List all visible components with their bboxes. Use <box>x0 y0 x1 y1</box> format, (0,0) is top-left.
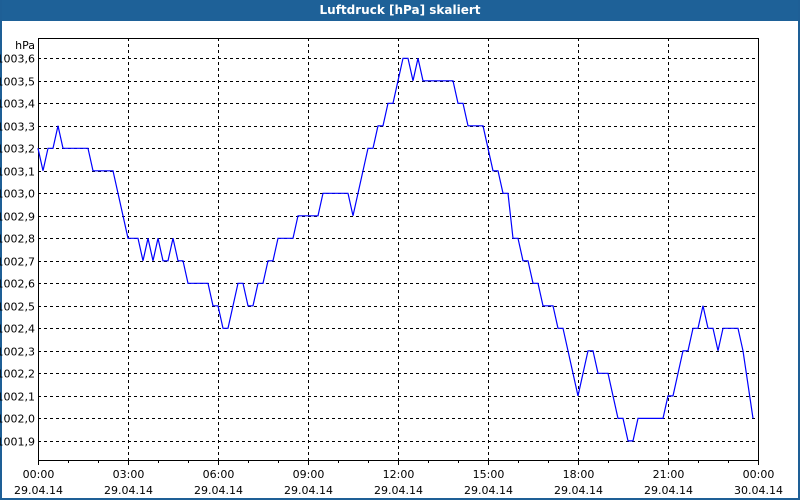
x-tick-time: 18:00 <box>563 468 595 481</box>
y-tick-label: 1003,6 <box>0 53 35 66</box>
x-tick-time: 00:00 <box>23 468 55 481</box>
x-tick-date: 29.04.14 <box>194 484 243 497</box>
x-tick-date: 29.04.14 <box>374 484 423 497</box>
x-tick-date: 29.04.14 <box>104 484 153 497</box>
x-tick-time: 00:00 <box>743 468 775 481</box>
y-tick-label: 1003,4 <box>0 98 35 111</box>
y-tick-label: 1003,0 <box>0 188 35 201</box>
y-tick-label: 1002,9 <box>0 211 35 224</box>
y-tick-label: 1003,3 <box>0 121 35 134</box>
y-tick-label: 1002,8 <box>0 233 35 246</box>
x-tick-time: 03:00 <box>113 468 145 481</box>
y-tick-label: 1002,3 <box>0 346 35 359</box>
x-tick-time: 06:00 <box>203 468 235 481</box>
x-tick-date: 30.04.14 <box>734 484 783 497</box>
plot-frame <box>38 38 759 461</box>
y-tick-label: 1002,4 <box>0 323 35 336</box>
x-tick-time: 12:00 <box>383 468 415 481</box>
x-tick-time: 09:00 <box>293 468 325 481</box>
x-tick-date: 29.04.14 <box>644 484 693 497</box>
y-axis-label: hPa <box>15 39 35 52</box>
x-tick-date: 29.04.14 <box>554 484 603 497</box>
y-tick-label: 1002,7 <box>0 256 35 269</box>
x-tick-time: 21:00 <box>653 468 685 481</box>
y-tick-label: 1002,6 <box>0 278 35 291</box>
y-tick-label: 1003,5 <box>0 76 35 89</box>
x-tick-time: 15:00 <box>473 468 505 481</box>
y-tick-label: 1001,9 <box>0 436 35 449</box>
x-tick-date: 29.04.14 <box>14 484 63 497</box>
y-tick-label: 1002,0 <box>0 413 35 426</box>
y-tick-label: 1002,2 <box>0 368 35 381</box>
y-tick-label: 1003,2 <box>0 143 35 156</box>
y-tick-label: 1002,1 <box>0 391 35 404</box>
x-tick-date: 29.04.14 <box>464 484 513 497</box>
series-line-luftdruck <box>37 57 754 442</box>
chart-title: Luftdruck [hPa] skaliert <box>2 0 798 21</box>
x-tick-date: 29.04.14 <box>284 484 333 497</box>
y-tick-label: 1003,1 <box>0 166 35 179</box>
y-tick-label: 1002,5 <box>0 301 35 314</box>
